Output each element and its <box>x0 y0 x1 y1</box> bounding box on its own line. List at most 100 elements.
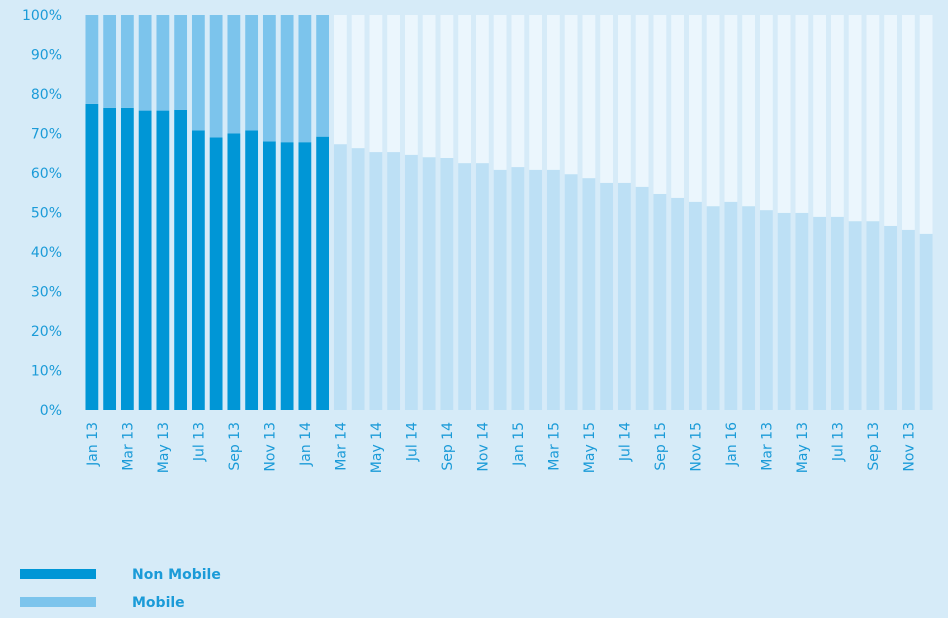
bar-segment <box>262 141 276 410</box>
bar-segment <box>919 233 933 410</box>
bar-segment <box>227 133 241 410</box>
x-tick-label: Sep 15 <box>653 422 669 471</box>
bar-segment <box>529 169 543 410</box>
bar-segment <box>103 15 117 108</box>
x-tick-label: Nov 13 <box>901 422 917 472</box>
bar-segment <box>174 15 188 110</box>
bar-segment <box>724 201 738 410</box>
bar-segment <box>830 216 844 410</box>
y-tick-label: 60% <box>31 166 62 182</box>
bar-segment <box>245 15 259 131</box>
bar-segment <box>671 197 685 410</box>
bar-segment <box>813 216 827 410</box>
x-tick-label: May 13 <box>156 422 172 473</box>
legend-swatch <box>20 597 96 607</box>
x-tick-label: Nov 15 <box>688 422 704 472</box>
x-tick-label: Mar 13 <box>120 422 136 471</box>
bar-segment <box>529 15 543 170</box>
legend-swatch <box>20 569 96 579</box>
x-tick-label: Mar 13 <box>759 422 775 471</box>
x-tick-label: May 13 <box>795 422 811 473</box>
bar-segment <box>884 15 898 226</box>
bar-segment <box>493 15 507 170</box>
bar-segment <box>440 15 454 158</box>
bar-segment <box>156 15 170 111</box>
bar-segment <box>795 15 809 213</box>
y-tick-label: 70% <box>31 127 62 143</box>
bar-segment <box>742 206 756 410</box>
bar-segment <box>475 163 489 410</box>
bar-segment <box>600 182 614 410</box>
bar-segment <box>901 15 915 230</box>
bar-segment <box>333 144 347 411</box>
bar-segment <box>209 15 223 138</box>
bar-segment <box>600 15 614 183</box>
bar-segment <box>564 15 578 175</box>
bar-segment <box>511 167 525 410</box>
y-tick-label: 0% <box>40 403 62 419</box>
bar-segment <box>369 15 383 153</box>
bar-segment <box>635 186 649 410</box>
bar-segment <box>866 15 880 222</box>
x-tick-label: Nov 13 <box>262 422 278 472</box>
bar-segment <box>777 15 791 213</box>
bar-segment <box>191 15 205 131</box>
x-tick-label: Mar 15 <box>546 422 562 471</box>
x-tick-label: Jul 13 <box>830 422 846 462</box>
bar-segment <box>209 137 223 410</box>
x-tick-label: Jan 13 <box>85 422 101 467</box>
x-tick-label: Mar 14 <box>333 422 349 471</box>
bar-segment <box>369 152 383 410</box>
bar-segment <box>511 15 525 168</box>
y-tick-label: 30% <box>31 285 62 301</box>
bar-segment <box>742 15 756 207</box>
bar-segment <box>475 15 489 164</box>
x-tick-label: Jan 16 <box>724 422 740 467</box>
bar-segment <box>298 15 312 143</box>
bar-segment <box>351 15 365 149</box>
x-tick-label: Nov 14 <box>475 422 491 472</box>
y-tick-label: 100% <box>22 8 62 24</box>
x-tick-label: Jan 14 <box>298 422 314 467</box>
bar-segment <box>404 154 418 410</box>
y-tick-label: 10% <box>31 364 62 380</box>
bar-segment <box>688 201 702 410</box>
bar-segment <box>333 15 347 145</box>
bar-segment <box>298 142 312 410</box>
bar-segment <box>617 15 631 183</box>
bar-segment <box>582 178 596 410</box>
bar-segment <box>759 15 773 211</box>
bar-segment <box>103 107 117 410</box>
bar-segment <box>191 130 205 410</box>
bar-segment <box>85 103 99 410</box>
x-tick-label: Jan 15 <box>511 422 527 467</box>
bar-segment <box>848 15 862 222</box>
bar-segment <box>458 163 472 410</box>
bar-segment <box>351 148 365 411</box>
bar-segment <box>458 15 472 164</box>
bar-segment <box>724 15 738 202</box>
bar-segment <box>422 15 436 158</box>
bar-segment <box>777 212 791 410</box>
bar-segment <box>316 136 330 410</box>
y-tick-label: 20% <box>31 324 62 340</box>
bar-segment <box>813 15 827 217</box>
bar-segment <box>387 15 401 153</box>
bar-segment <box>245 130 259 410</box>
x-tick-label: Jul 14 <box>617 422 633 462</box>
bar-segment <box>671 15 685 198</box>
bar-segment <box>85 15 99 104</box>
x-tick-label: Jul 14 <box>404 422 420 462</box>
bar-segment <box>316 15 330 137</box>
y-tick-label: 40% <box>31 245 62 261</box>
bar-segment <box>582 15 596 179</box>
bar-segment <box>280 15 294 143</box>
bar-segment <box>387 152 401 410</box>
x-tick-label: Sep 13 <box>866 422 882 471</box>
bar-segment <box>884 225 898 410</box>
bar-segment <box>440 157 454 410</box>
bar-segment <box>404 15 418 155</box>
bar-segment <box>280 142 294 410</box>
bar-segment <box>138 110 152 410</box>
